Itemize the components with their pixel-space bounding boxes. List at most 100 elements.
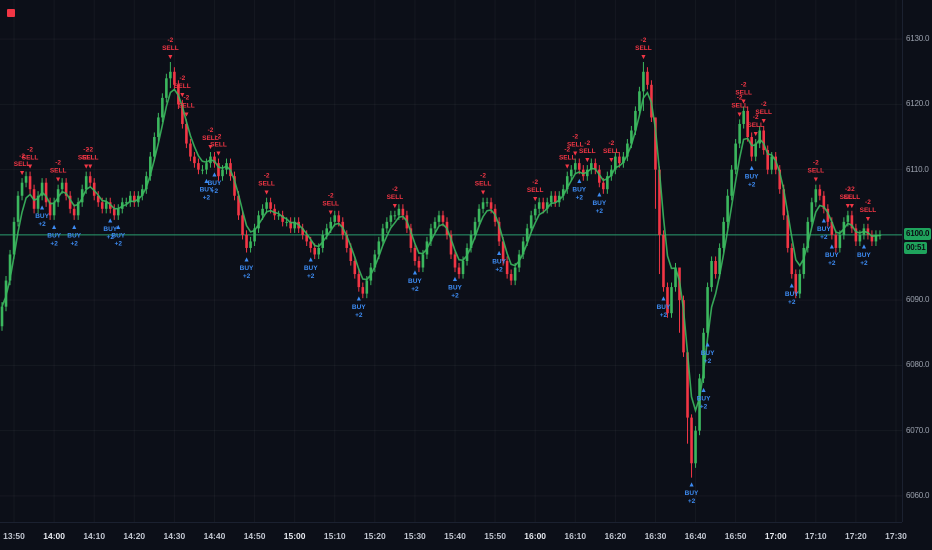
candle-down (289, 221, 292, 229)
candle-up (810, 202, 814, 222)
buy-arrow-icon: ▲ (107, 217, 114, 224)
sell-signal-label: SELL (527, 187, 544, 194)
time-scale-label: 14:40 (203, 531, 226, 541)
candle-down (778, 169, 782, 190)
buy-signal-label: BUY (208, 180, 222, 187)
candle-up (694, 430, 697, 464)
candle-down (682, 300, 685, 353)
candle-up (630, 130, 633, 144)
candle-up (626, 143, 629, 157)
candle-down (417, 261, 421, 268)
current-price-tag: 6100.0 (904, 227, 932, 240)
candle-up (205, 163, 208, 170)
buy-signal-label: BUY (857, 252, 871, 259)
buy-signal-label: BUY (67, 232, 81, 239)
candle-down (618, 156, 621, 164)
price-scale-label: 6130.0 (906, 34, 930, 44)
sell-arrow-icon: ▼ (760, 118, 767, 125)
buy-signal-label: BUY (200, 187, 214, 194)
price-scale-label: 6110.0 (906, 164, 929, 174)
candle-up (285, 221, 288, 223)
buy-signal-label: BUY (572, 187, 586, 194)
candle-up (385, 221, 389, 229)
buy-signal-value: +2 (828, 260, 836, 267)
candle-up (754, 143, 757, 157)
sell-signal-label: SELL (82, 155, 99, 162)
candle-down (181, 104, 184, 124)
sell-arrow-icon: ▼ (83, 164, 90, 171)
candle-up (381, 228, 385, 242)
candle-up (124, 202, 128, 204)
candle-up (477, 208, 481, 222)
candle-down (28, 176, 32, 190)
candle-down (850, 215, 854, 229)
candle-down (553, 195, 557, 203)
candle-down (822, 195, 826, 209)
buy-signal-value: +2 (660, 312, 668, 319)
candle-down (449, 234, 453, 255)
sell-arrow-icon: ▼ (608, 157, 615, 164)
candle-down (345, 234, 349, 248)
candle-up (698, 378, 701, 431)
candle-up (573, 163, 577, 170)
sell-signal-label: SELL (210, 142, 227, 149)
sell-signal-label: SELL (178, 102, 195, 109)
time-scale-label: 14:30 (163, 531, 186, 541)
price-scale-label: 6060.0 (906, 490, 930, 500)
sell-signal-label: SELL (559, 155, 576, 162)
time-scale[interactable]: 13:50 14:00 14:10 14:20 14:30 14:40 14:50 15:00… (0, 522, 907, 550)
buy-arrow-icon: ▲ (576, 178, 583, 185)
price-chart[interactable]: -2SELL▼-2SELL▼-2SELL▼-2SELL▼-2SELL▼-2SEL… (0, 0, 902, 522)
buy-signal-label: BUY (35, 213, 49, 220)
sell-arrow-icon: ▼ (27, 164, 34, 171)
time-scale-label: 15:20 (363, 531, 386, 541)
candle-up (56, 189, 60, 203)
time-scale-label: 15:40 (444, 531, 466, 541)
sell-signal-value: -2 (19, 153, 25, 160)
buy-signal-value: +2 (70, 240, 78, 247)
sell-signal-value: -2 (849, 186, 855, 193)
candle-up (253, 228, 256, 242)
time-scale-label: 17:00 (764, 531, 787, 541)
buy-signal-value: +2 (203, 195, 211, 202)
candle-up (397, 208, 401, 216)
candle-up (537, 202, 541, 209)
price-scale-label: 6080.0 (906, 360, 930, 370)
buy-signal-value: +2 (596, 208, 604, 215)
buy-signal-label: BUY (701, 350, 715, 357)
sell-signal-label: SELL (635, 45, 652, 52)
buy-signal-label: BUY (685, 490, 699, 497)
buy-signal-value: +2 (820, 234, 828, 241)
candle-up (670, 287, 673, 314)
buy-arrow-icon: ▲ (496, 250, 503, 257)
price-scale[interactable]: 6100.0 00:51 6130.06120.06110.06100.0609… (902, 0, 932, 522)
candle-down (746, 110, 749, 138)
buy-signal-label: BUY (352, 304, 366, 311)
candle-up (529, 215, 533, 229)
candle-down (489, 202, 493, 209)
candle-down (112, 208, 116, 216)
candle-up (149, 156, 152, 177)
candle-up (201, 169, 204, 171)
buy-arrow-icon: ▲ (355, 296, 362, 303)
buy-signal-label: BUY (304, 265, 318, 272)
sell-signal-value: -2 (532, 179, 538, 186)
candle-down (854, 228, 858, 242)
candle-down (577, 163, 581, 170)
time-scale-label: 14:10 (83, 531, 106, 541)
candle-down (870, 234, 874, 242)
buy-signal-value: +2 (50, 240, 58, 247)
sell-signal-label: SELL (174, 83, 191, 90)
candle-up (365, 280, 369, 294)
buy-signal-value: +2 (688, 498, 696, 505)
buy-signal-label: BUY (448, 285, 462, 292)
time-scale-label: 17:10 (804, 531, 827, 541)
buy-signal-value: +2 (115, 240, 123, 247)
candle-up (521, 241, 525, 255)
candle-up (0, 306, 4, 327)
sell-arrow-icon: ▼ (55, 177, 62, 184)
sell-arrow-icon: ▼ (844, 203, 851, 210)
candle-up (437, 215, 441, 222)
candle-down (309, 241, 312, 248)
buy-signal-value: +2 (576, 195, 584, 202)
